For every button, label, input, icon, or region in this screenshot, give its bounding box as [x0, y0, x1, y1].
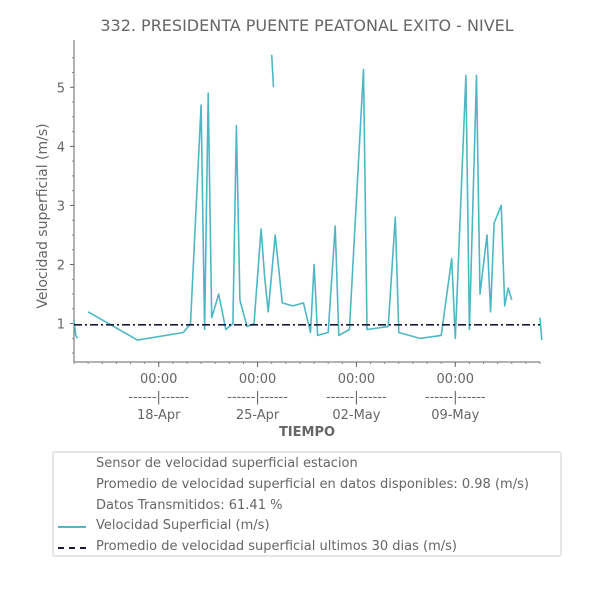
series-velocity-line	[270, 54, 275, 88]
x-tick-label: 25-Apr	[236, 408, 280, 423]
x-tick-label: 09-May	[431, 408, 479, 423]
x-tick-label: 00:00	[140, 372, 177, 387]
y-tick-label: 5	[57, 81, 65, 96]
x-tick-label: ------|------	[326, 390, 387, 405]
y-tick-label: 2	[57, 259, 65, 274]
legend: Sensor de velocidad superficial estacion…	[52, 451, 562, 557]
y-tick-label: 1	[57, 318, 65, 333]
x-tick-label: ------|------	[128, 390, 189, 405]
legend-entry-transmitted: Datos Transmitidos: 61.41 %	[96, 498, 283, 513]
chart-title: 332. PRESIDENTA PUENTE PEATONAL EXITO - …	[100, 16, 513, 35]
legend-entry-average-30-days: Promedio de velocidad superficial ultimo…	[96, 539, 457, 554]
series-velocity-line	[73, 320, 79, 339]
series-velocity-line	[539, 317, 543, 341]
x-tick-label: ------|------	[227, 390, 288, 405]
legend-swatch-velocity	[58, 526, 86, 528]
y-tick-label: 4	[57, 140, 65, 155]
x-tick-label: 02-May	[332, 408, 380, 423]
x-tick-label: 18-Apr	[137, 408, 181, 423]
y-axis-label: Velocidad superficial (m/s)	[35, 123, 51, 308]
x-tick-label: 00:00	[338, 372, 375, 387]
legend-entry-sensor: Sensor de velocidad superficial estacion	[96, 456, 358, 471]
legend-entry-average-available: Promedio de velocidad superficial en dat…	[96, 477, 529, 492]
x-tick-label: 00:00	[437, 372, 474, 387]
x-axis-label: TIEMPO	[279, 425, 335, 440]
x-tick-label: 00:00	[239, 372, 276, 387]
y-tick-label: 3	[57, 199, 65, 214]
legend-entry-velocity: Velocidad Superficial (m/s)	[96, 518, 270, 533]
legend-swatch-average-30-days	[58, 547, 86, 549]
x-tick-label: ------|------	[425, 390, 486, 405]
series-velocity-line	[87, 68, 513, 341]
